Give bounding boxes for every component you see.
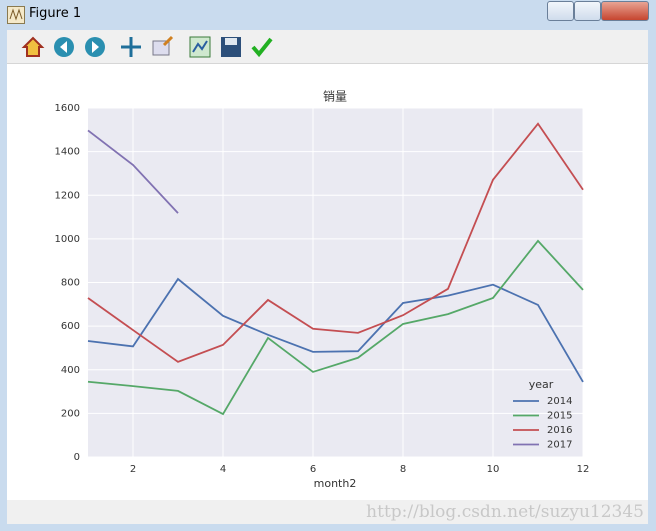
minimize-button[interactable] [547,1,574,21]
series-line [87,239,584,416]
close-button[interactable] [601,1,649,21]
window-title: Figure 1 [29,6,82,21]
back-button[interactable] [52,35,76,59]
toolbar [7,30,648,64]
pan-button[interactable] [119,35,143,59]
y-tick-label: 600 [61,321,80,332]
figure-canvas: 销量 month2 0 200 400 600 800 1000 1200 1400 1600 2… [7,64,648,500]
legend-label: 2014 [547,396,572,407]
legend-label: 2015 [547,411,572,422]
legend-label: 2016 [547,425,572,436]
edit-button[interactable] [250,35,274,59]
x-tick-label: 10 [487,464,500,475]
x-tick-label: 12 [577,464,590,475]
x-tick-label: 4 [220,464,226,475]
status-bar: http://blog.csdn.net/suzyu12345 [7,500,648,524]
legend-title: year [529,378,554,391]
y-tick-label: 1600 [55,103,80,114]
series-line [87,122,584,363]
x-tick-label: 2 [130,464,136,475]
title-bar: Figure 1 [0,0,656,30]
chart-title: 销量 [323,90,347,104]
y-tick-label: 400 [61,365,80,376]
x-tick-label: 8 [400,464,406,475]
subplots-button[interactable] [188,35,212,59]
forward-button[interactable] [83,35,107,59]
watermark: http://blog.csdn.net/suzyu12345 [366,502,644,522]
x-tick-label: 6 [310,464,316,475]
y-tick-label: 1400 [55,147,80,158]
app-icon [7,6,25,24]
save-button[interactable] [219,35,243,59]
y-tick-label: 1000 [55,234,80,245]
x-axis-label: month2 [314,477,357,490]
chart: 销量 month2 0 200 400 600 800 1000 1200 1400 1600 2… [55,90,590,491]
series-line [87,129,179,214]
home-button[interactable] [21,35,45,59]
y-tick-label: 800 [61,278,80,289]
y-tick-label: 0 [74,452,80,463]
legend-label: 2017 [547,440,572,451]
y-tick-label: 1200 [55,190,80,201]
maximize-button[interactable] [574,1,601,21]
y-tick-label: 200 [61,408,80,419]
zoom-button[interactable] [150,35,174,59]
